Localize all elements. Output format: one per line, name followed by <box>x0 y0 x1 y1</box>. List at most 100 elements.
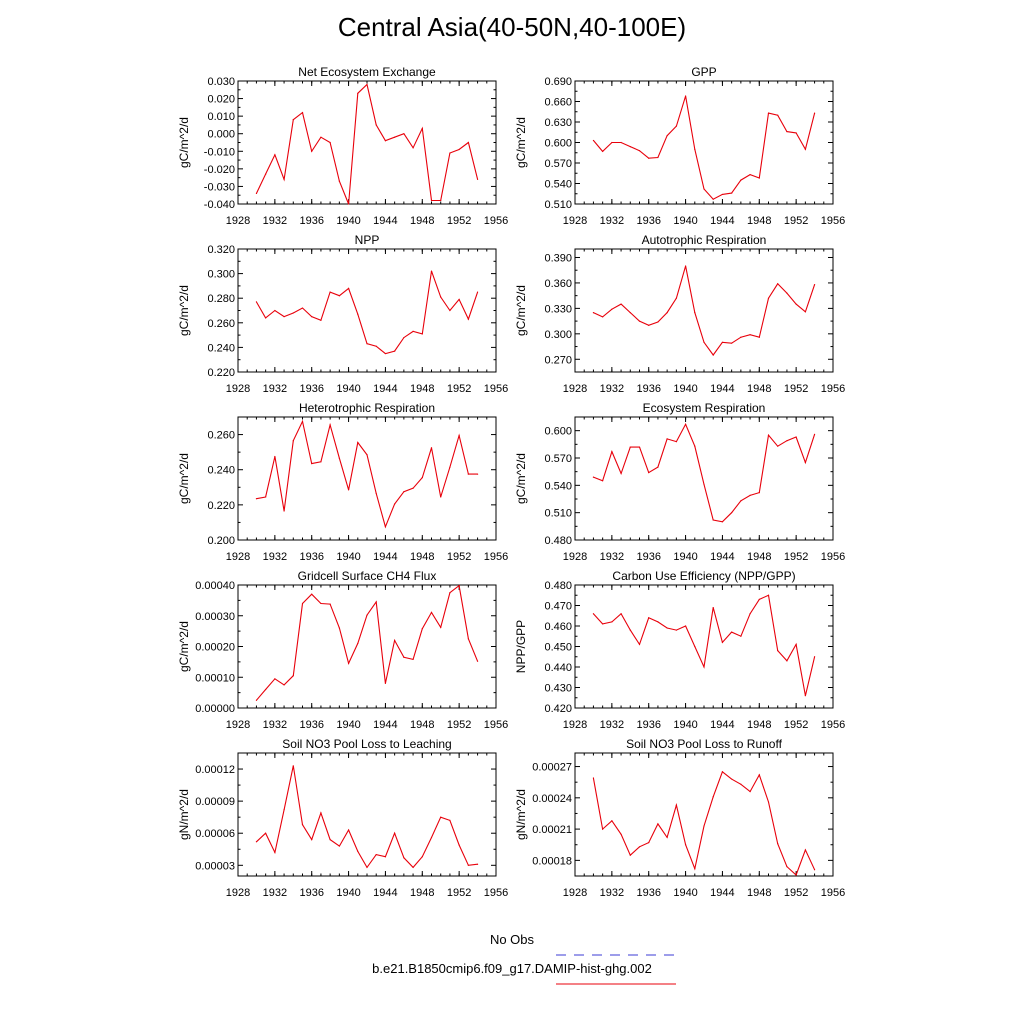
data-point <box>449 592 451 594</box>
data-point <box>684 265 687 267</box>
series-line <box>256 419 478 529</box>
data-point <box>421 477 423 479</box>
data-point <box>777 843 779 845</box>
data-point <box>265 688 267 691</box>
series-line <box>593 423 816 523</box>
data-point <box>347 662 350 665</box>
y-tick-label: 0.570 <box>544 453 572 465</box>
x-tick-label: 1948 <box>410 719 434 731</box>
x-tick-label: 1928 <box>226 887 250 899</box>
data-point <box>274 851 276 854</box>
data-point <box>712 198 714 200</box>
data-point <box>804 461 806 464</box>
data-point <box>813 284 816 286</box>
data-point <box>320 319 322 321</box>
y-tick-label: 0.450 <box>544 642 572 654</box>
data-point <box>712 606 714 609</box>
x-tick-label: 1932 <box>600 551 624 563</box>
data-point <box>731 192 733 194</box>
x-tick-label: 1940 <box>673 215 697 227</box>
data-point <box>403 857 405 859</box>
data-point <box>629 146 631 148</box>
data-point <box>394 136 396 138</box>
x-tick-label: 1956 <box>821 383 845 395</box>
data-point <box>366 614 368 616</box>
data-point <box>721 771 724 773</box>
y-tick-label: 0.00030 <box>195 611 235 623</box>
x-tick-label: 1940 <box>673 719 697 731</box>
data-point <box>758 336 760 338</box>
panel-2: 1928 1932 1936 1940 1944 1948 1952 1956 0.510 0.5… <box>514 65 845 227</box>
x-tick-label: 1940 <box>336 887 360 899</box>
data-point <box>476 473 479 475</box>
data-point <box>795 874 797 876</box>
data-point <box>804 849 806 851</box>
data-point <box>255 841 258 843</box>
data-point <box>403 336 405 339</box>
x-tick-label: 1956 <box>821 887 845 899</box>
data-point <box>602 623 604 625</box>
x-tick-label: 1944 <box>710 383 734 395</box>
data-point <box>403 133 405 135</box>
x-tick-label: 1928 <box>226 383 250 395</box>
x-tick-label: 1948 <box>747 383 771 395</box>
data-point <box>458 434 460 437</box>
data-point <box>301 112 304 114</box>
data-point <box>749 494 751 496</box>
y-axis-label: gC/m^2/d <box>177 621 191 672</box>
y-tick-label: 0.00040 <box>195 580 235 592</box>
x-tick-label: 1936 <box>299 383 323 395</box>
x-tick-label: 1948 <box>410 215 434 227</box>
panel-title: Carbon Use Efficiency (NPP/GPP) <box>612 569 795 583</box>
data-point <box>366 454 368 456</box>
data-point <box>629 446 631 448</box>
data-point <box>366 343 368 345</box>
x-tick-label: 1952 <box>447 551 471 563</box>
data-point <box>611 820 613 822</box>
data-point <box>292 765 294 767</box>
x-tick-label: 1956 <box>484 719 508 731</box>
data-point <box>357 850 359 853</box>
data-point <box>731 631 733 633</box>
data-point <box>703 341 705 343</box>
data-point <box>666 836 668 839</box>
data-point <box>329 603 331 605</box>
data-point <box>749 174 751 176</box>
data-point <box>347 829 350 831</box>
y-axis-label: gC/m^2/d <box>514 285 528 336</box>
data-point <box>648 842 650 844</box>
x-tick-label: 1952 <box>784 383 808 395</box>
data-point <box>412 658 414 661</box>
y-tick-label: 0.030 <box>207 76 235 88</box>
data-point <box>375 492 377 495</box>
legend-model-label: b.e21.B1850cmip6.f09_g17.DAMIP-hist-ghg.… <box>372 961 652 976</box>
data-point <box>666 438 668 440</box>
data-point <box>412 330 414 333</box>
data-point <box>440 626 442 629</box>
data-point <box>592 139 595 142</box>
data-point <box>412 487 414 489</box>
data-point <box>412 147 414 149</box>
plot-frame <box>237 584 497 709</box>
data-point <box>767 594 770 596</box>
data-point <box>611 621 613 623</box>
x-tick-label: 1944 <box>373 719 397 731</box>
data-point <box>786 866 788 868</box>
data-point <box>684 423 687 425</box>
data-point <box>786 660 788 662</box>
data-point <box>274 309 276 312</box>
y-tick-label: 0.330 <box>544 303 572 315</box>
data-point <box>283 809 285 811</box>
panel-8: 1928 1932 1936 1940 1944 1948 1952 1956 0.420 0.4… <box>514 569 845 731</box>
x-tick-label: 1956 <box>484 383 508 395</box>
panel-3: 1928 1932 1936 1940 1944 1948 1952 1956 0.220 0.2… <box>177 233 508 395</box>
y-tick-label: 0.00012 <box>195 764 235 776</box>
data-point <box>421 127 423 130</box>
figure-title: Central Asia(40-50N,40-100E) <box>337 12 687 42</box>
data-point <box>602 828 604 830</box>
data-point <box>611 451 613 453</box>
x-tick-label: 1940 <box>336 551 360 563</box>
data-point <box>629 629 631 631</box>
x-tick-label: 1948 <box>410 887 434 899</box>
